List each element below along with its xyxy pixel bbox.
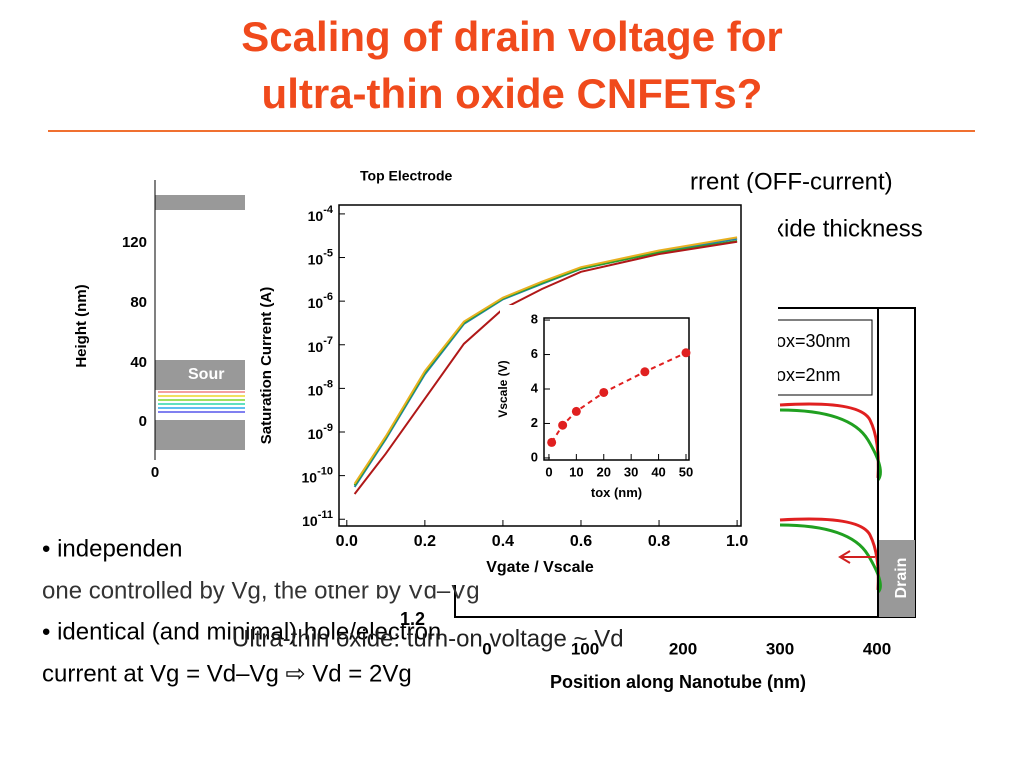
body-text: • independen [42,535,183,562]
tick: 100 [571,639,599,658]
tick: 120 [122,234,147,251]
point [599,387,609,397]
curve [779,408,882,481]
plot-frame [338,204,742,527]
electrode [155,195,245,210]
x-label: tox (nm) [591,485,642,500]
y-tick-label: 10-9 [308,422,333,442]
x-tick-label: 0.4 [492,533,514,550]
bands [158,391,245,413]
y-tick-label: 10-8 [308,378,333,398]
tick: 0 [151,464,159,481]
legend-entry: ox=2nm [776,365,841,385]
x-tick-label: 50 [679,464,693,479]
drain-box [878,540,915,617]
title-line: ultra-thin oxide CNFETs? [262,70,763,117]
point [681,348,691,358]
y-tick-label: 10-6 [308,291,333,311]
x-tick-label: 30 [624,464,638,479]
y-tick-label: 10-10 [302,466,333,486]
y-tick-label: 2 [531,415,538,430]
x-tick-label: 0.6 [570,533,592,550]
source [155,360,245,390]
series-line [550,351,687,443]
x-label: Position along Nanotube (nm) [550,672,806,692]
tick: 400 [863,639,891,658]
x-tick-label: 10 [569,464,583,479]
x-tick-label: 1.0 [726,533,748,550]
tick: 200 [669,639,697,658]
point [571,406,581,416]
tick: 0 [139,413,147,430]
tick: 80 [130,294,147,311]
body-text: xide thickness [772,215,923,242]
left-panel: Top Electrode Height (nm) 120 80 40 0 0 … [73,168,453,481]
tick: 300 [766,639,794,658]
series-line [353,236,738,485]
x-tick-label: 0 [545,464,552,479]
tick: 40 [130,354,147,371]
y-tick-label: 10-7 [308,335,333,355]
y-label: Vscale (V) [496,360,510,417]
oxide [155,420,245,450]
x-tick-label: 20 [597,464,611,479]
point [640,367,650,377]
drain-label: Drain [893,558,910,599]
body-text: current at Vg = Vd–Vg ⇨ Vd = 2Vg [42,660,412,687]
arrow [838,550,875,564]
x-tick-label: 0.0 [336,533,358,550]
x-tick-label: 40 [651,464,665,479]
body-text: Ultra-thin oxide: turn-on voltage ~ Vd [232,625,624,652]
body-text: • identical (and minimal) hole/electron [42,618,441,645]
x-tick-label: 0.8 [648,533,670,550]
body-text: rrent (OFF-current) [690,168,893,195]
legend [759,319,873,396]
charts: 0.0 0.2 0.4 0.6 0.8 1.0 10-4 10-5 10-6 10-7 10-8 10… [258,204,748,576]
curve [779,523,882,594]
point [558,420,568,430]
inset-bg [500,305,700,520]
legend-entry: ox=30nm [776,331,851,351]
y-tick-label: 4 [531,380,539,395]
tick: 0 [482,639,491,658]
y-tick-label: 6 [531,346,538,361]
region-label: Sour [188,366,224,383]
x-tick-label: 0.2 [414,533,436,550]
y-tick-label: 8 [531,312,538,327]
point [547,437,557,447]
panel-title: Top Electrode [360,168,453,184]
tick: 1.2 [400,609,425,629]
y-tick-label: 10-4 [308,204,334,224]
x-label: Vgate / Vscale [486,559,594,576]
y-label: Saturation Current (A) [258,287,275,445]
y-tick-label: 10-11 [302,509,333,529]
y-tick-label: 0 [531,449,538,464]
title-line: Scaling of drain voltage for [241,13,782,60]
y-tick-label: 10-5 [308,247,333,267]
y-label: Height (nm) [73,284,90,367]
